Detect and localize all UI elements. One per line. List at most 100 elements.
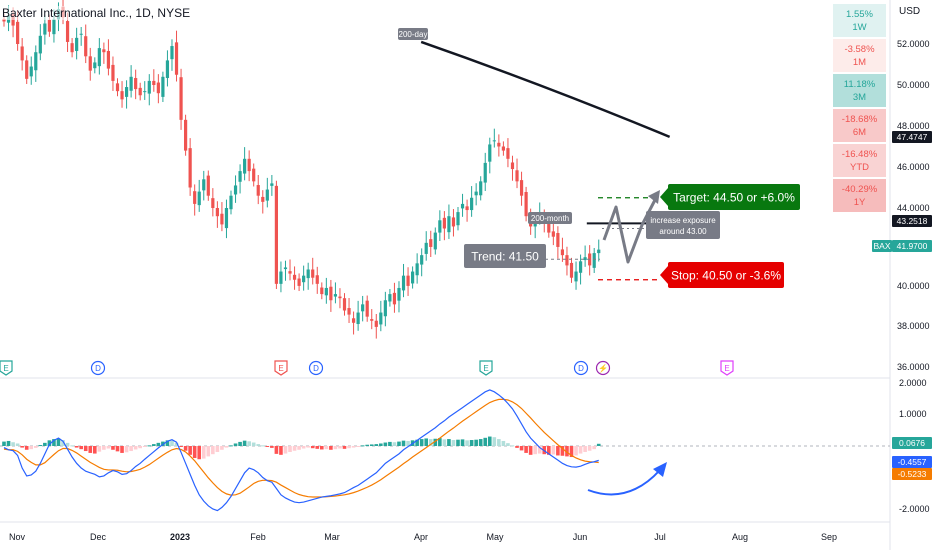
candle — [510, 155, 515, 181]
macd-histogram-bar — [460, 439, 465, 446]
candle — [179, 68, 183, 130]
candle-body — [252, 168, 256, 182]
event-marker[interactable]: D — [90, 360, 106, 376]
candle-body — [338, 296, 342, 299]
candle — [479, 176, 483, 201]
label-200-month: 200-month — [528, 212, 572, 224]
candle-body — [470, 197, 474, 211]
candle — [583, 245, 587, 267]
event-marker-text: D — [578, 364, 584, 373]
macd-histogram-bar — [138, 446, 142, 449]
price-tick-label: 38.0000 — [897, 321, 930, 331]
stop-pointer — [660, 266, 668, 284]
macd-histogram-bar — [15, 443, 20, 446]
price-tick-label: 52.0000 — [897, 39, 930, 49]
candle-body — [115, 83, 120, 92]
macd-histogram-bar — [24, 446, 29, 450]
event-marker-text: E — [724, 364, 729, 373]
candle — [365, 295, 369, 322]
event-marker[interactable]: ⚡ — [595, 360, 611, 376]
candle-body — [342, 298, 347, 311]
candle — [138, 82, 142, 101]
macd-histogram-bar — [201, 446, 206, 459]
candle — [361, 295, 365, 322]
target-label-box — [668, 184, 800, 210]
candle — [224, 199, 229, 239]
candle — [243, 147, 247, 181]
candle — [342, 293, 347, 316]
candle — [79, 26, 83, 46]
event-marker[interactable]: D — [573, 360, 589, 376]
increase-exposure-box — [646, 211, 720, 239]
candle — [551, 221, 555, 246]
event-marker[interactable]: E — [720, 360, 734, 376]
candle — [97, 38, 101, 75]
stop-label-text: Stop: 40.50 or -3.6% — [671, 268, 781, 282]
increase-exposure-text-2: around 43.00 — [659, 227, 707, 236]
target-label: Target: 44.50 or +6.0% — [660, 184, 800, 210]
candle — [297, 273, 301, 292]
candle — [88, 47, 92, 81]
candle — [411, 266, 415, 289]
price-tick-label: 50.0000 — [897, 80, 930, 90]
moving-average-lines — [420, 40, 671, 225]
macd-line — [3, 389, 599, 512]
macd-histogram-bar — [106, 446, 111, 449]
macd-badge-text: -0.4557 — [898, 457, 927, 467]
macd-histogram-bar — [374, 444, 379, 446]
candle-body — [597, 249, 601, 254]
candle — [569, 257, 574, 283]
event-marker[interactable]: E — [0, 360, 13, 376]
performance-cell: -3.58% 1M — [833, 39, 886, 72]
candle-body — [388, 294, 392, 302]
candle-body — [447, 216, 451, 233]
macd-histogram-bar — [247, 441, 251, 446]
macd-histogram-bar — [351, 446, 356, 448]
candle — [274, 180, 278, 289]
event-marker-shape — [274, 360, 288, 376]
candle-body — [519, 180, 524, 196]
chart-title[interactable]: Baxter International Inc., 1D, NYSE — [2, 6, 191, 20]
trend-label-text: Trend: 41.50 — [471, 249, 539, 263]
candle — [447, 204, 451, 239]
macd-histogram-bar — [456, 439, 460, 446]
macd-histogram-bar — [592, 446, 596, 450]
price-tick-label: 40.0000 — [897, 281, 930, 291]
event-marker-shape — [479, 360, 493, 376]
grid — [0, 0, 891, 550]
candle-body — [147, 80, 151, 94]
candle — [102, 42, 106, 64]
macd-histogram-bar — [274, 446, 279, 454]
event-marker[interactable]: D — [308, 360, 324, 376]
macd-histogram-bar — [401, 440, 406, 446]
price-badge: 41.9700 — [892, 240, 932, 252]
candle — [193, 184, 197, 216]
candle-body — [138, 87, 142, 96]
macd-histogram-bar — [188, 446, 192, 455]
time-tick-label: May — [486, 532, 504, 542]
performance-cell: -40.29% 1Y — [833, 179, 886, 212]
performance-panel: 1.55% 1W -3.58% 1M 11.18% 3M -18.68% 6M -16.48% Y… — [833, 4, 886, 214]
performance-pct: 1.55% — [846, 9, 873, 20]
candle — [397, 281, 401, 313]
event-marker[interactable]: E — [274, 360, 288, 376]
candle — [329, 279, 333, 312]
event-marker[interactable]: E — [479, 360, 493, 376]
price-badge-box — [892, 240, 932, 252]
candle — [433, 227, 437, 255]
candle-body — [29, 66, 33, 77]
macd-histogram-bar — [115, 446, 120, 452]
candle — [497, 134, 501, 157]
candle — [188, 138, 192, 196]
candle — [288, 259, 292, 281]
macd-histogram-bar — [179, 446, 183, 447]
macd-histogram-bar — [574, 446, 578, 456]
candle — [111, 56, 115, 91]
candle-body — [315, 275, 319, 284]
macd-histogram-bar — [183, 446, 188, 451]
candle-body — [202, 179, 206, 191]
time-tick-label: Feb — [250, 532, 266, 542]
macd-histogram-bar — [451, 440, 456, 446]
candle — [370, 309, 374, 330]
time-tick-label: Nov — [9, 532, 26, 542]
